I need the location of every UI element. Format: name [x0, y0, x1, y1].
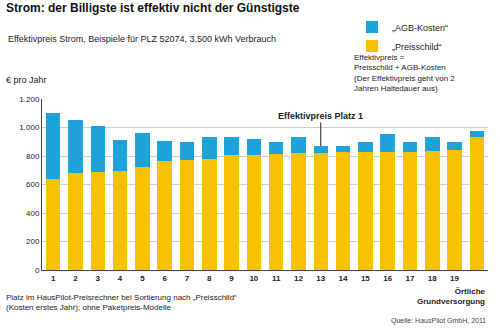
svg-text:4: 4	[118, 274, 123, 283]
svg-text:800: 800	[26, 152, 40, 161]
svg-text:0: 0	[35, 266, 40, 275]
svg-text:600: 600	[26, 180, 40, 189]
svg-text:12: 12	[294, 274, 303, 283]
svg-text:15: 15	[361, 274, 370, 283]
svg-text:6: 6	[162, 274, 167, 283]
svg-text:5: 5	[140, 274, 145, 283]
svg-text:8: 8	[207, 274, 212, 283]
svg-text:200: 200	[26, 237, 40, 246]
svg-text:3: 3	[96, 274, 101, 283]
svg-text:18: 18	[428, 274, 437, 283]
svg-text:7: 7	[185, 274, 190, 283]
svg-text:10: 10	[249, 274, 258, 283]
svg-text:9: 9	[229, 274, 234, 283]
svg-text:19: 19	[450, 274, 459, 283]
svg-text:ÖrtlicheGrundversorgung: ÖrtlicheGrundversorgung	[417, 287, 486, 306]
svg-text:„Preisschild“: „Preisschild“	[392, 42, 442, 52]
svg-text:Platz im HausPilot-Preisrechne: Platz im HausPilot-Preisrechner bei Sort…	[6, 293, 237, 312]
svg-text:14: 14	[339, 274, 348, 283]
svg-text:400: 400	[26, 209, 40, 218]
svg-text:2: 2	[73, 274, 78, 283]
svg-text:1.000: 1.000	[19, 123, 40, 132]
svg-text:Effektivpreis Platz 1: Effektivpreis Platz 1	[278, 111, 363, 121]
svg-text:€ pro Jahr: € pro Jahr	[6, 75, 47, 85]
svg-text:16: 16	[383, 274, 392, 283]
svg-text:11: 11	[272, 274, 281, 283]
svg-text:13: 13	[316, 274, 325, 283]
svg-text:17: 17	[405, 274, 414, 283]
svg-text:1.200: 1.200	[19, 95, 40, 104]
svg-text:Quelle: HausPilot GmbH, 2011: Quelle: HausPilot GmbH, 2011	[391, 317, 486, 325]
svg-text:1: 1	[51, 274, 56, 283]
svg-text:Strom: der Billigste ist effek: Strom: der Billigste ist effektiv nicht …	[6, 1, 300, 15]
svg-text:Effektivpreis Strom, Beispiele: Effektivpreis Strom, Beispiele für PLZ 5…	[8, 34, 276, 44]
svg-text:„AGB-Kosten“: „AGB-Kosten“	[392, 23, 448, 33]
svg-text:Effektivpreis =Preisschild + A: Effektivpreis =Preisschild + AGB-Kosten(…	[354, 53, 455, 93]
